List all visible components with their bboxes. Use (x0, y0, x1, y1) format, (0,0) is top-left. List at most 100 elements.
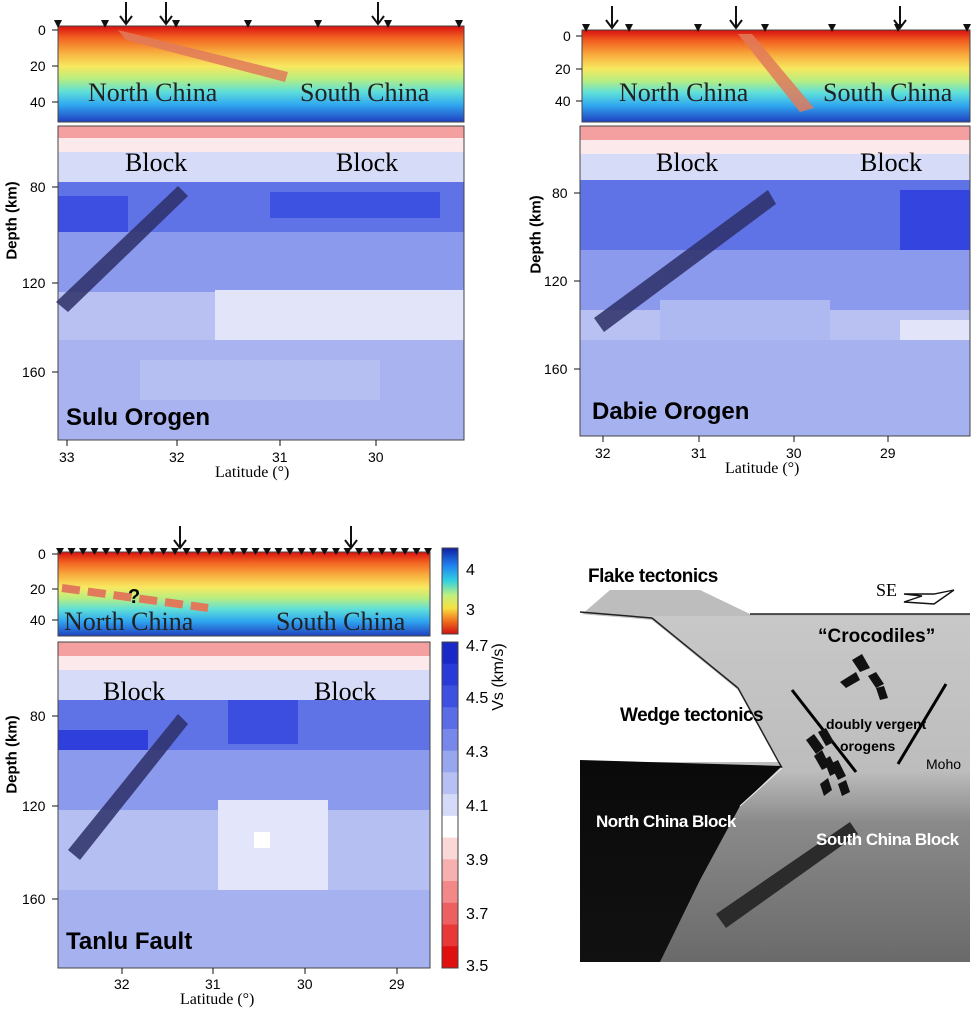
sulu-ytick-0: 0 (38, 22, 46, 38)
dabie-crust-left-label: North China (619, 78, 749, 107)
tanlu-stations (56, 548, 432, 555)
station-marker (205, 548, 214, 555)
tanlu-title: Tanlu Fault (66, 928, 193, 955)
sulu-xlabel: Latitude (°) (215, 464, 290, 481)
dabie-ytick-120: 120 (544, 273, 568, 289)
tectonic-cartoon (579, 589, 970, 962)
sulu-ylabel: Depth (km) (3, 181, 21, 260)
mantle-cb-tick-2: 4.3 (466, 744, 489, 761)
orogens-label: orogens (840, 738, 896, 754)
dabie-ytick-0: 0 (563, 28, 571, 44)
mantle-cb-tick-5: 3.7 (466, 906, 489, 923)
mantle-cb-tick-1: 4.5 (466, 690, 489, 707)
colorbar-swatch (442, 728, 458, 752)
tanlu-mantle-right-label: Block (314, 677, 377, 706)
dabie-crust-slab (738, 34, 814, 112)
mantle-colorbar (441, 641, 459, 969)
colorbar-swatch (442, 859, 458, 882)
dabie-ytick-40: 40 (555, 93, 571, 109)
station-marker (263, 548, 271, 555)
colorbar-swatch (442, 946, 458, 969)
sulu-ytick-120: 120 (22, 275, 46, 291)
station-marker (320, 548, 329, 555)
se-direction-label: SE (876, 580, 898, 600)
sulu-ytick-160: 160 (22, 364, 46, 380)
tanlu-mantle-slab (68, 714, 188, 860)
mantle-cb-tick-3: 4.1 (466, 798, 489, 815)
station-marker (412, 548, 421, 555)
tanlu-crust-left-label: North China (64, 607, 194, 636)
dabie-ytick-20: 20 (555, 61, 571, 77)
sulu-mantle-slab (56, 186, 188, 312)
dabie-xtick-0: 32 (595, 445, 611, 461)
colorbar-frame (441, 641, 459, 969)
station-marker (79, 548, 87, 555)
mantle-cb-tick-4: 3.9 (466, 852, 489, 869)
tanlu-ytick-0: 0 (38, 546, 46, 562)
colorbar-swatch (442, 750, 458, 773)
flake-tectonics-label: Flake tectonics (588, 566, 718, 587)
colorbar-swatch (442, 707, 458, 730)
station-marker (343, 548, 352, 555)
dabie-mantle-section (579, 125, 971, 437)
sulu-xtick-2: 31 (272, 449, 288, 465)
sulu-xtick-3: 30 (368, 449, 384, 465)
station-marker (297, 548, 306, 555)
tanlu-mantle-section (57, 641, 431, 969)
tanlu-ytick-80: 80 (30, 708, 46, 724)
station-marker (182, 548, 191, 555)
station-marker (401, 548, 409, 555)
station-marker (228, 548, 237, 555)
station-marker (274, 548, 283, 555)
tanlu-crust-right-label: South China (276, 607, 406, 636)
station-marker (148, 548, 156, 555)
crust-cb-tick-4: 4 (466, 562, 475, 579)
station-marker (309, 548, 317, 555)
north-china-block-label: North China Block (596, 812, 736, 831)
dabie-xtick-2: 30 (786, 445, 802, 461)
colorbar-swatch (442, 815, 458, 839)
dabie-title: Dabie Orogen (592, 398, 750, 425)
sulu-title: Sulu Orogen (66, 404, 210, 431)
dabie-xtick-3: 29 (880, 445, 896, 461)
sulu-ytick-80: 80 (30, 179, 46, 195)
tanlu-panel (52, 526, 432, 974)
colorbar-swatch (442, 685, 458, 708)
colorbar-swatch (442, 663, 458, 686)
station-marker (355, 548, 363, 555)
dabie-mantle-right-label: Block (860, 148, 923, 177)
sulu-crust-slab (118, 30, 288, 82)
sulu-mantle-section (57, 125, 465, 441)
station-marker (125, 548, 133, 555)
cartoon-slab (716, 822, 858, 928)
sulu-stations (54, 20, 463, 28)
tanlu-xlabel: Latitude (°) (180, 991, 255, 1008)
dabie-mantle-slab (594, 190, 776, 332)
tanlu-ytick-160: 160 (22, 891, 46, 907)
tanlu-xtick-1: 31 (205, 976, 221, 992)
dabie-ylabel: Depth (km) (527, 195, 545, 274)
colorbar-swatch (442, 772, 458, 795)
dabie-arrows (605, 6, 907, 30)
station-marker (217, 548, 225, 555)
mantle-cb-tick-6: 3.5 (466, 958, 489, 975)
station-marker (378, 548, 386, 555)
station-marker (424, 548, 432, 555)
dabie-stations (582, 24, 971, 32)
dabie-panel (574, 6, 971, 442)
station-marker (194, 548, 202, 555)
sulu-xtick-1: 32 (169, 449, 185, 465)
crust-cb-tick-3: 3 (466, 602, 475, 619)
sulu-ytick-20: 20 (30, 58, 46, 74)
station-marker (332, 548, 340, 555)
dabie-mantle-left-label: Block (656, 148, 719, 177)
moho-label: Moho (926, 756, 962, 772)
mantle-cb-label: Vs (km/s) (490, 643, 507, 711)
mantle-cb-tick-0: 4.7 (466, 638, 489, 655)
south-china-block-label: South China Block (816, 830, 959, 849)
sulu-mantle-right-label: Block (336, 148, 399, 177)
station-marker (286, 548, 294, 555)
station-marker (159, 548, 168, 555)
colorbar-swatch (442, 902, 458, 926)
doubly-vergent-label: doubly vergent (826, 716, 927, 732)
